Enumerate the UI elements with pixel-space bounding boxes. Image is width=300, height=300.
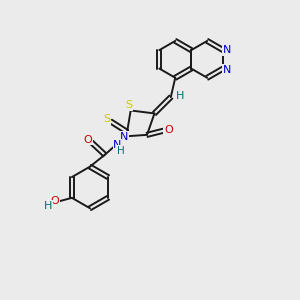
Text: H: H xyxy=(117,146,125,156)
Text: O: O xyxy=(164,125,173,135)
Text: O: O xyxy=(51,196,59,206)
Text: O: O xyxy=(83,135,92,145)
Text: S: S xyxy=(126,100,133,110)
Text: H: H xyxy=(176,91,184,100)
Text: H: H xyxy=(44,201,52,211)
Text: S: S xyxy=(103,114,111,124)
Text: N: N xyxy=(120,132,128,142)
Text: N: N xyxy=(223,65,231,75)
Text: N: N xyxy=(223,45,231,55)
Text: N: N xyxy=(113,140,122,150)
